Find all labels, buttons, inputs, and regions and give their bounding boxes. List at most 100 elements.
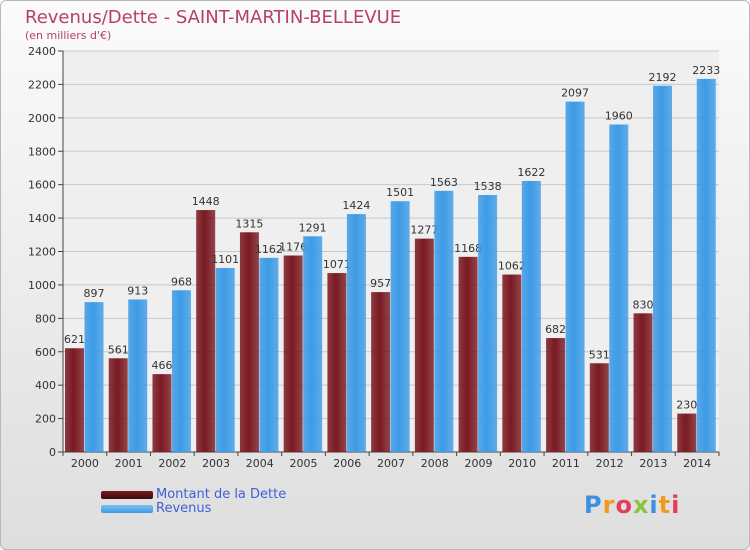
y-tick-label: 400 xyxy=(35,379,56,392)
x-tick-label: 2006 xyxy=(333,457,361,470)
data-label: 1501 xyxy=(386,186,414,199)
data-label: 1960 xyxy=(605,110,633,123)
y-tick-label: 600 xyxy=(35,346,56,359)
data-label: 1315 xyxy=(235,217,263,230)
data-label: 830 xyxy=(633,298,654,311)
x-tick-label: 2010 xyxy=(508,457,536,470)
bar-dette xyxy=(589,363,609,452)
data-label: 1101 xyxy=(211,253,239,266)
bar-dette xyxy=(108,358,128,452)
logo-letter: x xyxy=(632,491,650,519)
chart-title: Revenus/Dette - SAINT-MARTIN-BELLEVUE xyxy=(25,7,402,28)
bar-dette xyxy=(152,374,172,452)
data-label: 621 xyxy=(64,333,85,346)
x-tick-label: 2008 xyxy=(421,457,449,470)
data-label: 2192 xyxy=(649,71,677,84)
bar-revenus xyxy=(653,85,673,453)
y-tick-label: 200 xyxy=(35,413,56,426)
data-label: 1071 xyxy=(323,258,351,271)
legend-swatch-revenus xyxy=(101,505,153,513)
data-label: 1162 xyxy=(255,243,283,256)
y-tick-label: 0 xyxy=(49,446,56,459)
bar-revenus xyxy=(128,299,148,452)
data-label: 2233 xyxy=(692,64,720,77)
data-label: 466 xyxy=(151,359,172,372)
data-label: 1424 xyxy=(342,199,370,212)
chart-subtitle: (en milliers d'€) xyxy=(25,29,112,42)
proxiti-logo: Proxiti xyxy=(584,491,680,519)
data-label: 897 xyxy=(84,287,105,300)
bar-revenus xyxy=(609,124,629,453)
logo-letter: r xyxy=(602,491,616,519)
bar-revenus xyxy=(171,290,191,452)
data-label: 1277 xyxy=(410,224,438,237)
bar-revenus xyxy=(478,195,498,453)
data-label: 682 xyxy=(545,323,566,336)
bar-revenus xyxy=(84,302,104,452)
x-tick-label: 2004 xyxy=(246,457,274,470)
y-tick-label: 2000 xyxy=(28,112,56,125)
data-label: 230 xyxy=(676,399,697,412)
x-tick-label: 2005 xyxy=(290,457,318,470)
x-tick-label: 2001 xyxy=(115,457,143,470)
data-label: 968 xyxy=(171,275,192,288)
data-label: 561 xyxy=(108,343,129,356)
y-tick-label: 1400 xyxy=(28,212,56,225)
y-tick-label: 800 xyxy=(35,312,56,325)
x-tick-label: 2007 xyxy=(377,457,405,470)
y-tick-label: 1800 xyxy=(28,145,56,158)
y-tick-label: 2400 xyxy=(28,45,56,58)
data-label: 1563 xyxy=(430,176,458,189)
bar-dette xyxy=(196,210,216,452)
x-tick-label: 2012 xyxy=(596,457,624,470)
logo-letter: P xyxy=(584,491,603,519)
bar-dette xyxy=(65,348,84,452)
bar-revenus xyxy=(390,201,410,452)
bar-revenus xyxy=(303,236,323,452)
data-label: 1291 xyxy=(299,221,327,234)
bar-revenus xyxy=(565,101,585,452)
logo-letter: o xyxy=(615,491,633,519)
logo-letter: t xyxy=(658,491,672,519)
bar-dette xyxy=(458,256,478,452)
bar-dette xyxy=(677,413,697,452)
data-label: 1622 xyxy=(517,166,545,179)
legend-swatch-dette xyxy=(101,491,153,499)
bar-dette xyxy=(414,238,434,452)
x-tick-label: 2002 xyxy=(158,457,186,470)
logo-letter: i xyxy=(671,491,681,519)
bar-dette xyxy=(239,232,259,452)
bar-revenus xyxy=(696,78,716,452)
y-tick-label: 1200 xyxy=(28,246,56,259)
x-tick-label: 2013 xyxy=(639,457,667,470)
data-label: 1168 xyxy=(454,242,482,255)
bar-dette xyxy=(633,313,653,452)
x-tick-label: 2014 xyxy=(683,457,711,470)
bar-dette xyxy=(283,255,303,452)
x-tick-label: 2011 xyxy=(552,457,580,470)
bar-dette xyxy=(502,274,522,452)
y-tick-label: 1600 xyxy=(28,179,56,192)
bar-revenus xyxy=(521,180,541,452)
data-label: 1176 xyxy=(279,241,307,254)
bar-revenus xyxy=(434,190,454,452)
data-label: 531 xyxy=(589,348,610,361)
bar-dette xyxy=(546,338,566,452)
data-label: 1062 xyxy=(498,260,526,273)
bar-dette xyxy=(327,273,347,452)
data-label: 1538 xyxy=(474,180,502,193)
bar-dette xyxy=(371,292,391,452)
legend-label-revenus: Revenus xyxy=(156,501,212,516)
x-tick-label: 2003 xyxy=(202,457,230,470)
bar-revenus xyxy=(346,214,366,452)
x-tick-label: 2009 xyxy=(464,457,492,470)
x-tick-label: 2000 xyxy=(71,457,99,470)
data-label: 957 xyxy=(370,277,391,290)
legend-label-dette: Montant de la Dette xyxy=(156,487,287,502)
bar-revenus xyxy=(215,268,235,452)
y-tick-label: 2200 xyxy=(28,78,56,91)
data-label: 2097 xyxy=(561,87,589,100)
data-label: 1448 xyxy=(192,195,220,208)
